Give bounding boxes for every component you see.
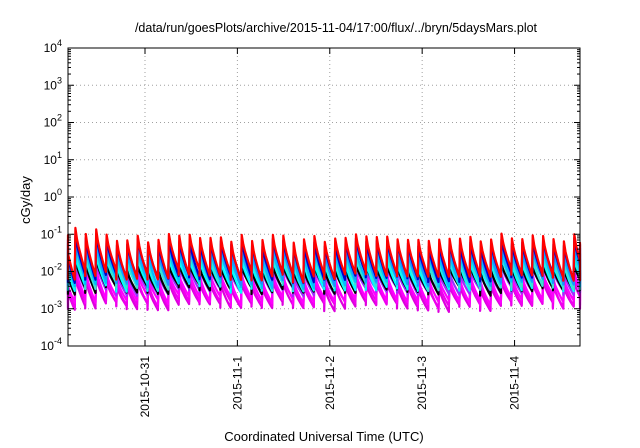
series-line (66, 269, 582, 311)
x-axis-label: Coordinated Universal Time (UTC) (224, 429, 423, 444)
y-axis-label: cGy/day (18, 176, 33, 224)
series-line (66, 226, 582, 284)
series-line (66, 257, 582, 297)
x-tick-label: 2015-11-1 (230, 356, 244, 410)
x-tick-label: 2015-10-31 (138, 356, 152, 418)
x-tick-label: 2015-11-4 (508, 356, 522, 410)
x-tick-label: 2015-11-3 (415, 356, 429, 410)
series-line (66, 265, 582, 307)
y-tick-label: 10-4 (41, 336, 62, 353)
y-tick-label: 102 (44, 113, 62, 130)
y-tick-label: 104 (44, 38, 62, 55)
y-tick-label: 10-2 (41, 262, 62, 279)
y-axis-ticks: 10-4 10-3 10-2 10-1 100 101 102 103 104 (41, 38, 580, 353)
chart-title: /data/run/goesPlots/archive/2015-11-04/1… (135, 21, 538, 35)
y-tick-label: 10-1 (41, 224, 62, 241)
x-tick-label: 2015-11-2 (323, 356, 337, 410)
y-tick-label: 100 (44, 187, 62, 204)
x-axis-ticks: 2015-10-31 2015-11-1 2015-11-2 2015-11-3 201… (138, 48, 522, 417)
y-tick-label: 103 (44, 75, 62, 92)
series-layer (66, 226, 582, 313)
y-tick-label: 10-3 (41, 299, 62, 316)
y-tick-label: 101 (44, 150, 62, 167)
series-line (66, 275, 582, 313)
plot-frame (67, 47, 581, 347)
